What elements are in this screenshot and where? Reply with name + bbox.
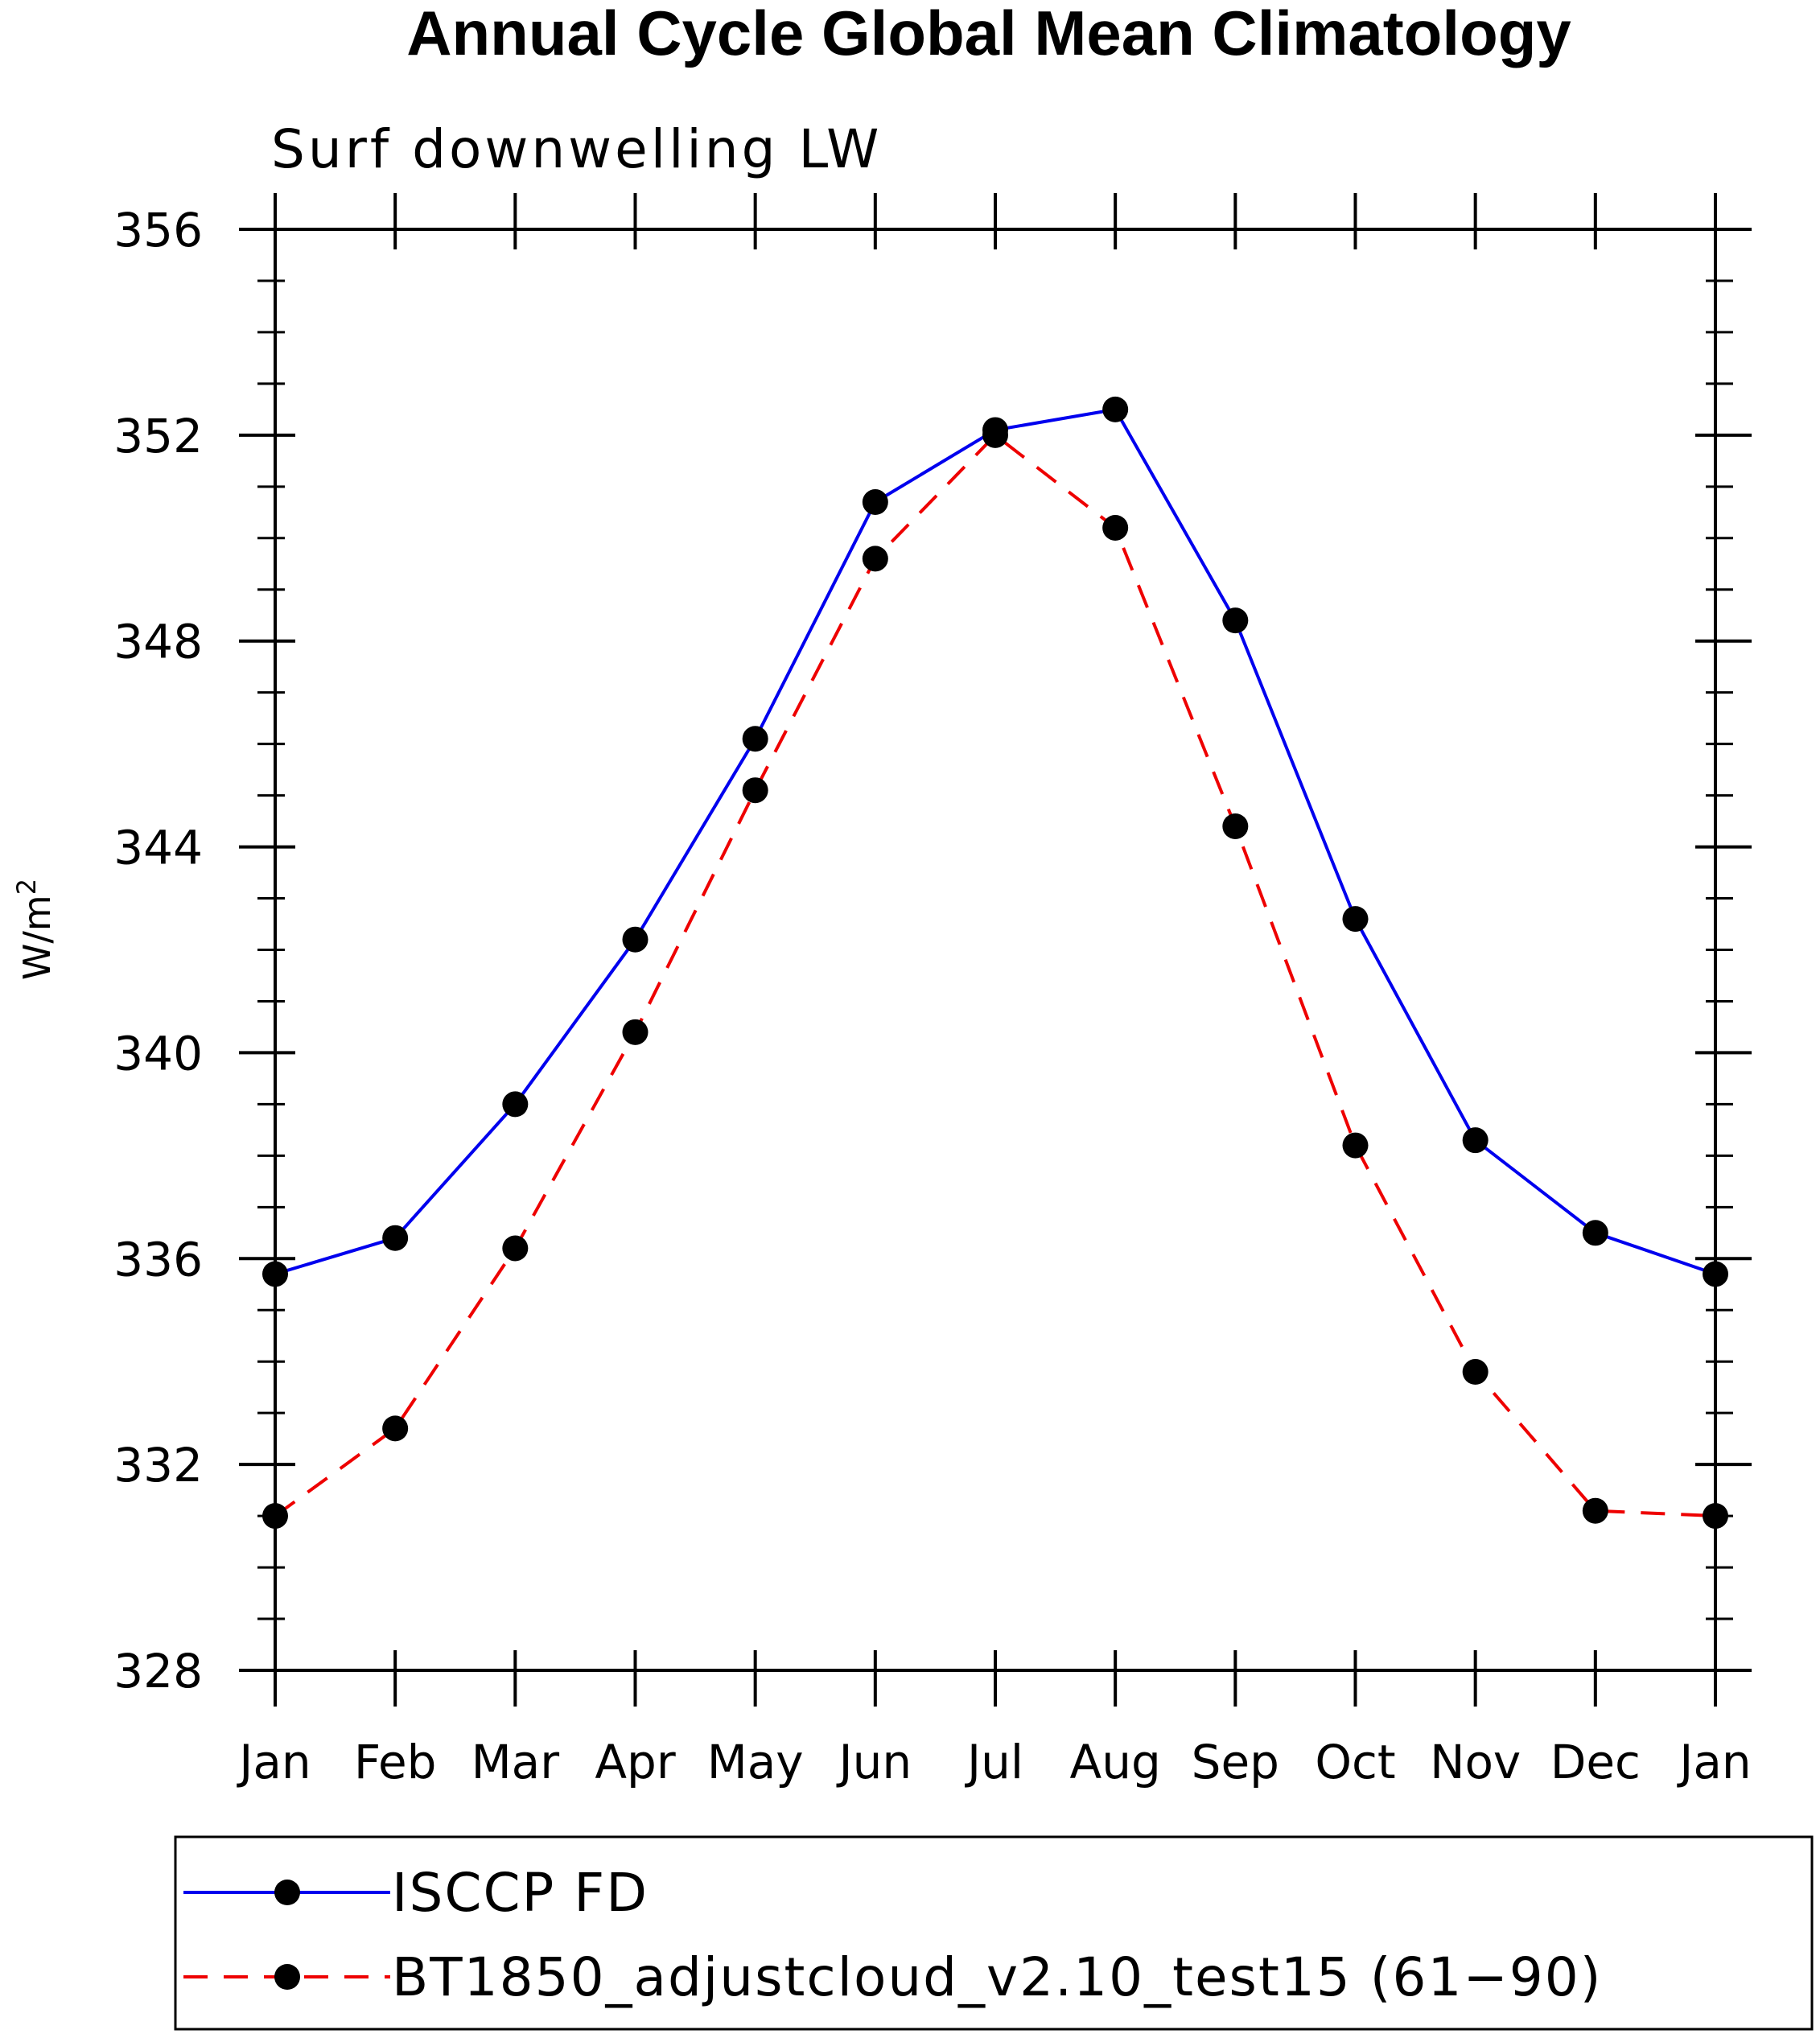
series-1-point — [742, 777, 768, 804]
legend-marker-bt1850 — [274, 1964, 300, 1990]
series-line-1 — [274, 433, 1716, 1518]
chart-subtitle: Surf downwelling LW — [271, 118, 882, 180]
series-0-point — [382, 1225, 409, 1251]
chart-title: Annual Cycle Global Mean Climatology — [406, 0, 1571, 68]
y-tick-label: 348 — [113, 615, 203, 669]
series-1-point — [1342, 1132, 1369, 1159]
y-axis-title: W/m2 — [11, 879, 59, 980]
series-1-point — [862, 546, 888, 572]
x-tick-label: Jun — [837, 1735, 912, 1789]
x-tick-label: Jan — [237, 1735, 311, 1789]
series-1-point — [1222, 813, 1249, 839]
series-0-point — [1222, 607, 1249, 634]
svg-text:W/m2: W/m2 — [11, 879, 59, 980]
series-1-point — [1462, 1359, 1489, 1386]
x-tick-label: Nov — [1430, 1735, 1521, 1789]
y-axis-label-superscript: 2 — [11, 879, 42, 895]
x-tick-label: Sep — [1192, 1735, 1279, 1789]
series-0-point — [1582, 1220, 1608, 1246]
y-tick-label: 340 — [113, 1026, 203, 1081]
y-tick-label: 332 — [113, 1438, 203, 1493]
series-layer — [262, 396, 1728, 1530]
y-tick-label: 356 — [113, 203, 203, 257]
plot-frame — [274, 228, 1717, 1672]
series-1-point — [1102, 514, 1129, 541]
series-1-point — [1582, 1497, 1608, 1524]
series-0-point — [1462, 1127, 1489, 1154]
series-0-point — [502, 1091, 529, 1118]
series-line-0 — [274, 407, 1716, 1276]
series-1-point — [982, 422, 1008, 448]
x-tick-labels: Jan Feb Mar Apr May Jun Jul Aug Sep Oct Nov Dec Jan — [237, 1735, 1751, 1789]
series-0-point — [1342, 906, 1369, 933]
y-tick-label: 352 — [113, 409, 203, 463]
series-0-point — [1102, 396, 1129, 422]
x-tick-label: Oct — [1315, 1735, 1395, 1789]
legend-marker-isccp — [274, 1880, 300, 1905]
legend: ISCCP FD BT1850_adjustcloud_v2.10_test15… — [174, 1835, 1814, 2031]
x-tick-label: Mar — [471, 1735, 560, 1789]
x-tick-label: Dec — [1550, 1735, 1641, 1789]
x-tick-label: Apr — [595, 1735, 675, 1789]
x-tick-label: Feb — [354, 1735, 437, 1789]
series-0-point — [742, 726, 768, 752]
y-axis-label: W/m — [15, 895, 59, 980]
x-tick-label: Jul — [965, 1735, 1023, 1789]
series-1-point — [622, 1019, 649, 1045]
series-0-point — [622, 926, 649, 953]
x-tick-label: May — [707, 1735, 804, 1789]
series-0-point — [862, 489, 888, 516]
x-tick-label: Jan — [1677, 1735, 1751, 1789]
legend-label-isccp: ISCCP FD — [392, 1862, 649, 1924]
legend-box — [174, 1835, 1814, 2031]
y-tick-label: 336 — [113, 1232, 203, 1287]
axis-ticks — [239, 193, 1752, 1707]
y-tick-label: 328 — [113, 1644, 203, 1698]
legend-label-bt1850: BT1850_adjustcloud_v2.10_test15 (61−90) — [392, 1946, 1603, 2008]
y-tick-labels: 328 332 336 340 344 348 352 356 — [113, 203, 203, 1698]
y-tick-label: 344 — [113, 821, 203, 875]
x-tick-label: Aug — [1070, 1735, 1161, 1789]
series-1-point — [382, 1415, 409, 1442]
series-1-point — [502, 1235, 529, 1262]
